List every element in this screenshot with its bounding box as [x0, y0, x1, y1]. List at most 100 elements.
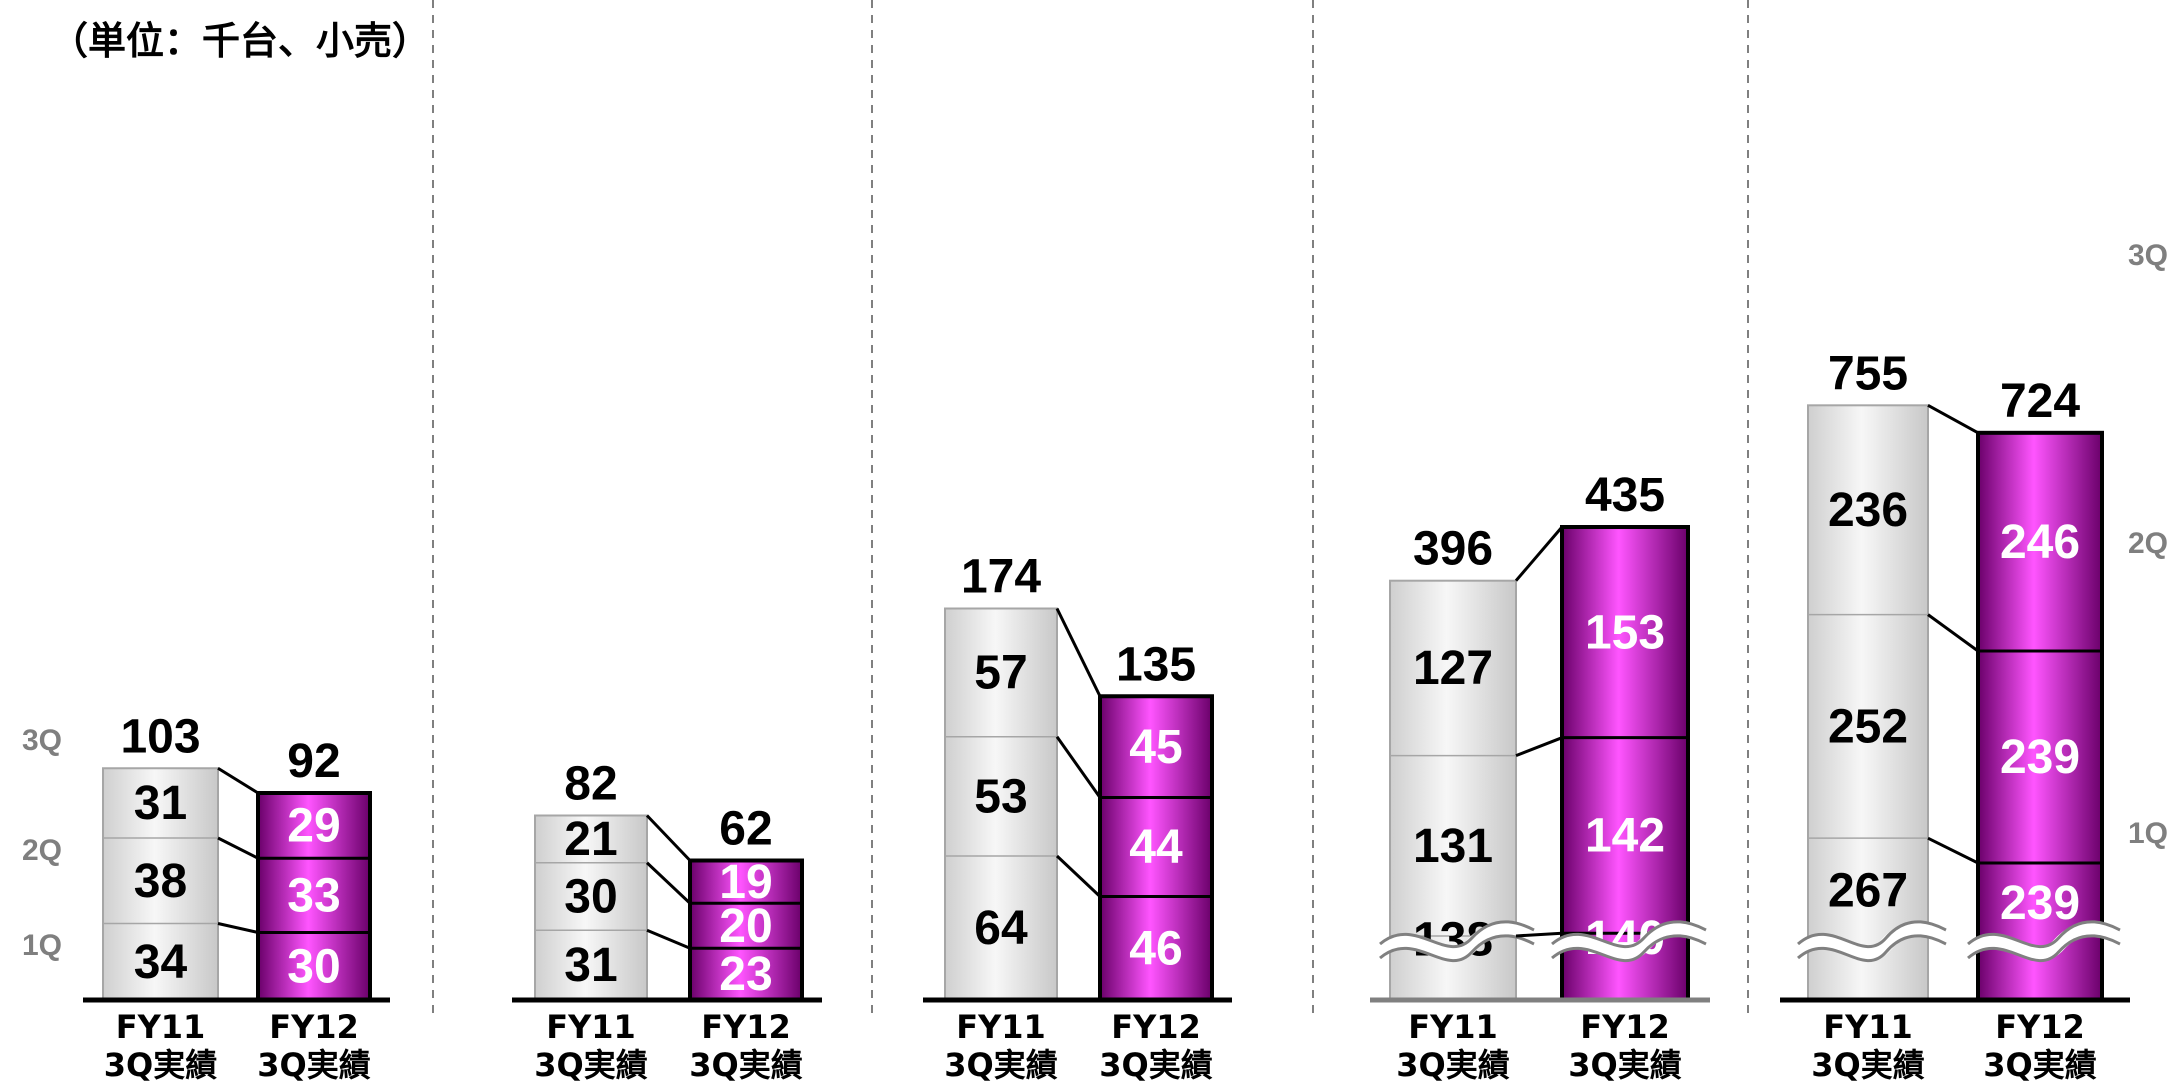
chart-2-category-label-fy11: 3Q実績 — [534, 1046, 647, 1082]
chart-2-value-label-fy12-3Q: 19 — [719, 856, 772, 909]
chart-3-value-label-fy12-1Q: 46 — [1129, 922, 1182, 975]
chart-5-total-label-fy11: 755 — [1828, 347, 1908, 400]
chart-3-bar-fy11-seg-2Q — [945, 736, 1057, 856]
chart-4-axis-break-line — [1551, 934, 1707, 963]
chart-5-value-label-fy12-3Q: 246 — [2000, 516, 2080, 569]
chart-5-value-label-fy11-3Q: 236 — [1828, 484, 1908, 537]
chart-4-total-label-fy12: 435 — [1585, 469, 1665, 522]
chart-2-total-label-fy12: 62 — [719, 803, 772, 856]
chart-5-connector-line — [1927, 404, 1979, 435]
chart-1-value-label-fy12-2Q: 33 — [287, 869, 340, 922]
chart-4-axis-break-line — [1379, 934, 1535, 963]
chart-2-category-label-fy12: FY12 — [701, 1008, 791, 1046]
chart-4-value-label-fy12-3Q: 153 — [1585, 606, 1665, 659]
chart-3-category-label-fy12: 3Q実績 — [1099, 1046, 1212, 1082]
chart-5-connector-line — [1927, 836, 1979, 865]
chart-1-bar-fy12-seg-1Q — [258, 932, 370, 1000]
chart-4-axis-break-line — [1379, 920, 1535, 949]
chart-1-total-label-fy12: 92 — [287, 735, 340, 788]
chart-1-bar-fy12-seg-2Q — [258, 858, 370, 933]
quarter-label-right-3Q: 3Q — [2128, 239, 2168, 272]
chart-2-bar-fy12-seg-3Q — [690, 860, 802, 904]
chart-5-value-label-fy12-1Q: 239 — [2000, 877, 2080, 930]
chart-1-category-label-fy12: 3Q実績 — [257, 1046, 370, 1082]
chart-3-bar-fy12-seg-2Q — [1100, 797, 1212, 897]
chart-3-bar-fy12-seg-3Q — [1100, 696, 1212, 798]
chart-2-bar-fy11-seg-2Q — [535, 862, 647, 931]
chart-4-connector-line — [1515, 736, 1563, 757]
chart-3-value-label-fy12-2Q: 44 — [1129, 821, 1183, 874]
chart-4-axis-break-line — [1551, 920, 1707, 949]
chart-4-axis-break-gap — [1375, 921, 1538, 961]
chart-4-category-label-fy11: FY11 — [1408, 1008, 1498, 1046]
chart-3-category-label-fy11: 3Q実績 — [944, 1046, 1057, 1082]
chart-2-category-label-fy12: 3Q実績 — [689, 1046, 802, 1082]
quarter-label-left-1Q: 1Q — [22, 929, 62, 962]
chart-1-category-label-fy12: FY12 — [269, 1008, 359, 1046]
chart-5-category-label-fy11: FY11 — [1823, 1008, 1913, 1046]
chart-1-category-label-fy11: 3Q実績 — [104, 1046, 217, 1082]
chart-5-axis-break-gap — [1793, 921, 1950, 961]
chart-3-value-label-fy11-3Q: 57 — [974, 647, 1027, 700]
chart-4-connector-line — [1515, 931, 1563, 938]
unit-label: （単位：千台、小売） — [50, 19, 431, 63]
chart-3-connector-line — [1055, 854, 1102, 898]
chart-1-value-label-fy12-3Q: 29 — [287, 800, 340, 853]
chart-1-bar-fy11-seg-3Q — [103, 768, 218, 838]
chart-2-value-label-fy11-1Q: 31 — [564, 939, 617, 992]
chart-3-value-label-fy11-2Q: 53 — [974, 770, 1027, 823]
chart-3-total-label-fy11: 174 — [961, 551, 1041, 604]
chart-1-connector-line — [217, 836, 259, 860]
chart-5-category-label-fy11: 3Q実績 — [1811, 1046, 1924, 1082]
chart-1-value-label-fy11-2Q: 38 — [134, 855, 187, 908]
chart-1-value-label-fy12-1Q: 30 — [287, 940, 340, 993]
chart-4-value-label-fy11-2Q: 131 — [1413, 820, 1493, 873]
chart-5-connector-line — [1927, 613, 1979, 653]
chart-5-axis-break-line — [1797, 920, 1947, 949]
chart-2-connector-line — [645, 814, 692, 862]
chart-1-connector-line — [217, 922, 259, 934]
chart-3-connector-line — [1055, 607, 1102, 697]
chart-5-bar-fy11-seg-2Q — [1808, 614, 1928, 839]
chart-5-value-label-fy12-2Q: 239 — [2000, 731, 2080, 784]
quarter-label-right-2Q: 2Q — [2128, 527, 2168, 560]
chart-1-value-label-fy11-3Q: 31 — [134, 777, 187, 830]
chart-2-bar-fy12-seg-1Q — [690, 948, 802, 1000]
chart-2-value-label-fy11-2Q: 30 — [564, 871, 617, 924]
chart-5-value-label-fy11-1Q: 267 — [1828, 865, 1908, 918]
chart-1-category-label-fy11: FY11 — [116, 1008, 206, 1046]
chart-3-bar-fy12-seg-1Q — [1100, 896, 1212, 1000]
chart-2-bar-fy11-seg-3Q — [535, 815, 647, 863]
chart-5-category-label-fy12: 3Q実績 — [1983, 1046, 2096, 1082]
chart-4-axis-break-gap — [1547, 921, 1710, 961]
chart-2-connector-line — [646, 928, 691, 950]
quarter-label-left-3Q: 3Q — [22, 724, 62, 757]
chart-4-category-label-fy12: 3Q実績 — [1568, 1046, 1681, 1082]
chart-3-bar-fy11-seg-3Q — [945, 608, 1057, 737]
chart-4-total-label-fy11: 396 — [1413, 523, 1493, 576]
quarter-label-left-2Q: 2Q — [22, 834, 62, 867]
chart-4-bar-fy11-seg-2Q — [1390, 755, 1516, 936]
chart-2-category-label-fy11: FY11 — [546, 1008, 636, 1046]
chart-5-value-label-fy11-2Q: 252 — [1828, 700, 1908, 753]
chart-1-bar-fy11-seg-1Q — [103, 923, 218, 1000]
chart-4-connector-line — [1514, 526, 1564, 582]
chart-5-axis-break-line — [1797, 934, 1947, 963]
chart-4-value-label-fy11-3Q: 127 — [1413, 642, 1493, 695]
chart-3-category-label-fy11: FY11 — [956, 1008, 1046, 1046]
chart-5-total-label-fy12: 724 — [2000, 375, 2080, 428]
chart-2-total-label-fy11: 82 — [564, 758, 617, 811]
chart-2-value-label-fy11-3Q: 21 — [564, 813, 617, 866]
chart-5-axis-break-line — [1967, 934, 2121, 963]
chart-5-category-label-fy12: FY12 — [1995, 1008, 2085, 1046]
chart-5-bar-fy12-seg-2Q — [1978, 651, 2102, 864]
chart-4-category-label-fy12: FY12 — [1580, 1008, 1670, 1046]
chart-3-value-label-fy11-1Q: 64 — [974, 902, 1028, 955]
chart-4-bar-fy12-seg-3Q — [1562, 527, 1688, 738]
chart-3-category-label-fy12: FY12 — [1111, 1008, 1201, 1046]
chart-5-bar-fy11-seg-1Q — [1808, 838, 1928, 1000]
chart-2-value-label-fy12-1Q: 23 — [719, 948, 772, 1001]
chart-2-bar-fy12-seg-2Q — [690, 903, 802, 949]
chart-1-total-label-fy11: 103 — [120, 710, 200, 763]
